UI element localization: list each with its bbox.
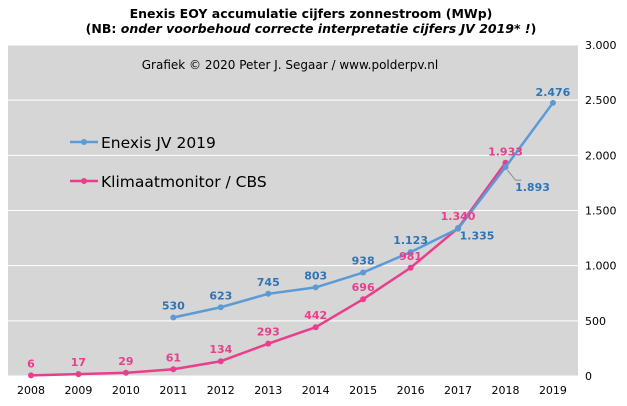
data-point-enexis bbox=[265, 290, 272, 297]
x-tick-label: 2010 bbox=[112, 384, 140, 397]
data-label-enexis: 803 bbox=[304, 269, 327, 282]
x-tick-label: 2016 bbox=[397, 384, 425, 397]
x-tick-label: 2009 bbox=[64, 384, 92, 397]
x-tick-label: 2013 bbox=[254, 384, 282, 397]
data-point-enexis bbox=[549, 99, 556, 106]
data-point-klimaat bbox=[407, 264, 414, 271]
data-label-klimaat: 1.933 bbox=[488, 146, 523, 159]
data-label-enexis: 938 bbox=[352, 255, 375, 268]
data-label-klimaat: 293 bbox=[257, 326, 280, 339]
x-tick-label: 2017 bbox=[444, 384, 472, 397]
y-tick-label: 2.000 bbox=[585, 149, 617, 162]
data-point-enexis bbox=[455, 225, 462, 232]
data-point-klimaat bbox=[360, 296, 367, 303]
data-label-enexis: 530 bbox=[162, 300, 185, 313]
data-label-enexis: 1.893 bbox=[515, 181, 550, 194]
y-tick-label: 1.500 bbox=[585, 205, 617, 218]
data-point-klimaat bbox=[75, 371, 82, 378]
data-label-enexis: 745 bbox=[257, 276, 280, 289]
chart-subtitle: (NB: onder voorbehoud correcte interpret… bbox=[86, 21, 537, 36]
data-point-klimaat bbox=[28, 372, 34, 379]
x-tick-label: 2019 bbox=[539, 384, 567, 397]
y-tick-label: 2.500 bbox=[585, 94, 617, 107]
legend: Enexis JV 2019 Klimaatmonitor / CBS bbox=[70, 134, 267, 191]
data-label-klimaat: 696 bbox=[352, 281, 375, 294]
chart-title: Enexis EOY accumulatie cijfers zonnestro… bbox=[130, 6, 493, 21]
x-tick-label: 2018 bbox=[492, 384, 520, 397]
gridlines bbox=[8, 44, 578, 377]
legend-label-klimaat: Klimaatmonitor / CBS bbox=[101, 173, 267, 191]
data-label-klimaat: 61 bbox=[166, 351, 181, 364]
y-tick-label: 500 bbox=[585, 315, 606, 328]
data-label-enexis: 623 bbox=[209, 289, 232, 302]
x-tick-label: 2015 bbox=[349, 384, 377, 397]
data-label-enexis: 1.123 bbox=[393, 234, 428, 247]
data-point-enexis bbox=[170, 314, 177, 321]
data-point-klimaat bbox=[170, 366, 177, 373]
data-label-klimaat: 981 bbox=[399, 250, 422, 263]
legend-label-enexis: Enexis JV 2019 bbox=[101, 134, 216, 152]
data-label-enexis: 1.335 bbox=[460, 230, 495, 243]
data-label-klimaat: 442 bbox=[304, 309, 327, 322]
data-point-enexis bbox=[312, 284, 319, 291]
x-tick-label: 2012 bbox=[207, 384, 235, 397]
label-leader-line bbox=[507, 169, 522, 181]
data-label-klimaat: 6 bbox=[27, 357, 35, 370]
chart-credit: Grafiek © 2020 Peter J. Segaar / www.pol… bbox=[142, 58, 439, 72]
data-point-enexis bbox=[502, 164, 509, 171]
data-point-klimaat bbox=[265, 340, 272, 347]
y-tick-label: 0 bbox=[585, 370, 592, 383]
data-label-klimaat: 29 bbox=[118, 355, 133, 368]
data-point-klimaat bbox=[122, 369, 129, 376]
data-label-klimaat: 17 bbox=[71, 356, 86, 369]
data-label-klimaat: 134 bbox=[209, 343, 232, 356]
x-tick-label: 2014 bbox=[302, 384, 330, 397]
legend-marker-klimaat bbox=[81, 178, 87, 184]
data-point-enexis bbox=[217, 304, 224, 311]
y-tick-label: 1.000 bbox=[585, 260, 617, 273]
data-point-enexis bbox=[360, 269, 367, 276]
data-point-enexis bbox=[407, 249, 414, 256]
data-point-klimaat bbox=[312, 324, 319, 331]
data-point-klimaat bbox=[217, 358, 224, 365]
data-label-enexis: 2.476 bbox=[536, 86, 571, 99]
data-labels: 530 623 745 803 938 1.123 1.335 1.893 2.476 6 17 29… bbox=[27, 86, 571, 371]
axes: 0 500 1.000 1.500 2.000 2.500 3.000 2008 2009 201… bbox=[17, 39, 617, 397]
y-tick-label: 3.000 bbox=[585, 39, 617, 52]
x-tick-label: 2008 bbox=[17, 384, 45, 397]
data-label-klimaat: 1.340 bbox=[441, 210, 476, 223]
x-tick-label: 2011 bbox=[159, 384, 187, 397]
series-lines bbox=[28, 99, 556, 379]
legend-marker-enexis bbox=[81, 139, 87, 145]
